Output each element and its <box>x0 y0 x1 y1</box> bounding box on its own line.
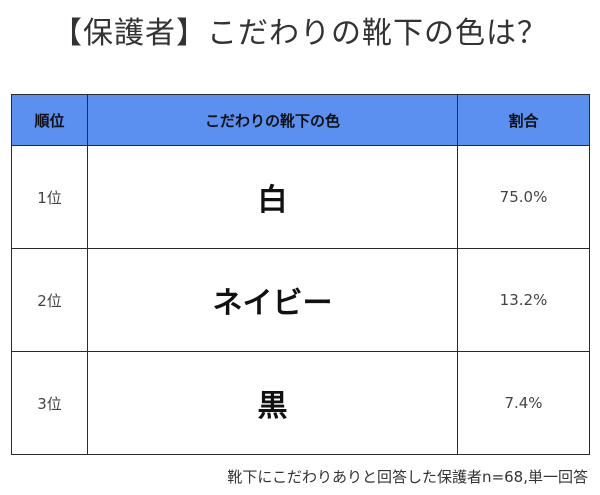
ranking-table: 順位 こだわりの靴下の色 割合 1位 白 75.0% 2位 ネイビー 13.2%… <box>11 94 590 455</box>
rank-cell: 1位 <box>11 145 88 249</box>
header-sock-color: こだわりの靴下の色 <box>87 94 458 146</box>
rank-cell: 3位 <box>11 351 88 455</box>
table-row: 2位 ネイビー 13.2% <box>11 248 590 352</box>
table-header-row: 順位 こだわりの靴下の色 割合 <box>11 94 590 146</box>
survey-note: 靴下にこだわりありと回答した保護者n=68,単一回答 <box>227 468 588 486</box>
header-ratio: 割合 <box>457 94 590 146</box>
color-cell: ネイビー <box>87 248 458 352</box>
color-cell: 黒 <box>87 351 458 455</box>
rank-cell: 2位 <box>11 248 88 352</box>
ratio-cell: 7.4% <box>457 351 590 455</box>
table-row: 1位 白 75.0% <box>11 145 590 249</box>
ratio-cell: 75.0% <box>457 145 590 249</box>
header-rank: 順位 <box>11 94 88 146</box>
page-title: 【保護者】こだわりの靴下の色は？ <box>52 16 548 51</box>
table-row: 3位 黒 7.4% <box>11 351 590 455</box>
ratio-cell: 13.2% <box>457 248 590 352</box>
color-cell: 白 <box>87 145 458 249</box>
